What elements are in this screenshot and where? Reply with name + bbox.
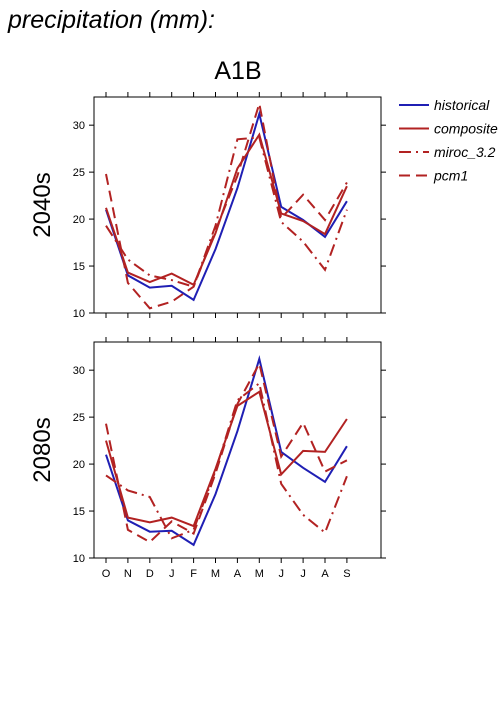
panel-label-2040s: 2040s: [29, 172, 56, 237]
series-line-pcm1: [105, 103, 348, 310]
x-tick-label-A: A: [234, 568, 242, 580]
x-tick-label-J: J: [300, 568, 306, 580]
x-tick-label-J: J: [169, 568, 175, 580]
panel-2080s: 10 15 20 25 30 O N D J F M A M J J A S 2080s: [29, 337, 386, 580]
x-tick-label-D: D: [146, 568, 154, 580]
y-tick-label: 30: [73, 365, 85, 377]
y-tick-label: 15: [73, 261, 85, 273]
legend: historical composite miroc_3.2 pcm1: [399, 97, 498, 184]
y-tick-label: 25: [73, 167, 85, 179]
x-tick-label-J: J: [278, 568, 284, 580]
y-tick-label: 20: [73, 214, 85, 226]
y-tick-label: 10: [73, 553, 85, 565]
x-tick-label-O: O: [102, 568, 111, 580]
series-line-historical: [105, 109, 348, 302]
x-tick-label-S: S: [343, 568, 350, 580]
y-tick-label: 30: [73, 120, 85, 132]
x-tick-label-N: N: [124, 568, 132, 580]
page-title: precipitation (mm):: [8, 6, 215, 34]
series-line-composite: [105, 132, 348, 287]
x-tick-label-F: F: [190, 568, 197, 580]
legend-label-historical: historical: [434, 97, 490, 113]
legend-label-pcm1: pcm1: [433, 168, 468, 184]
series-line-historical: [105, 355, 348, 547]
series-line-composite: [105, 390, 348, 528]
legend-label-miroc_3.2: miroc_3.2: [434, 144, 496, 160]
series-line-miroc_3.2: [105, 136, 348, 288]
y-tick-label: 20: [73, 459, 85, 471]
panel-label-2080s: 2080s: [29, 417, 56, 482]
scenario-title: A1B: [214, 57, 262, 85]
panel-2040s: 10 15 20 25 30 2040s: [29, 92, 386, 320]
y-tick-label: 10: [73, 308, 85, 320]
x-tick-label-M: M: [211, 568, 220, 580]
legend-label-composite: composite: [434, 121, 498, 137]
x-tick-label-A: A: [321, 568, 329, 580]
series-line-pcm1: [105, 360, 348, 544]
y-tick-label: 15: [73, 506, 85, 518]
y-tick-label: 25: [73, 412, 85, 424]
x-tick-label-M: M: [255, 568, 264, 580]
